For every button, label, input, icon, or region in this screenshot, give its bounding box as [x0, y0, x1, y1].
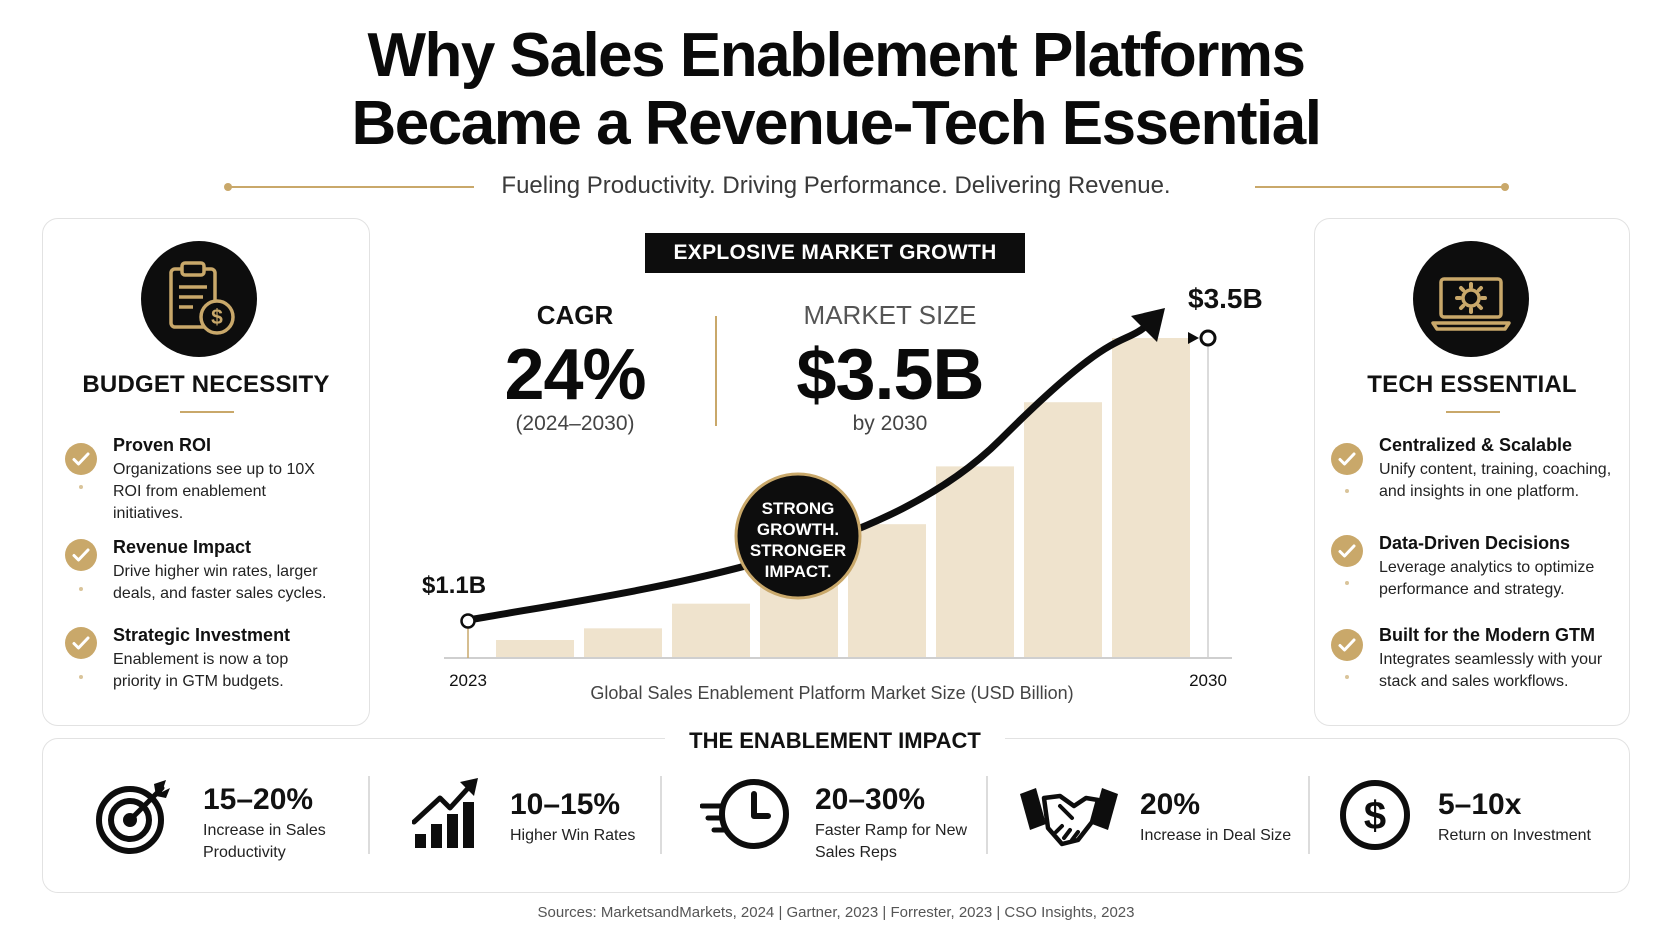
- cagr-label: CAGR: [536, 300, 614, 330]
- metric-divider: [1308, 776, 1310, 854]
- x-tick-end: 2030: [1189, 671, 1227, 690]
- check-icon: [65, 627, 97, 659]
- metric-value: 10–15%: [510, 788, 621, 821]
- growth-trend-line: [470, 318, 1155, 623]
- item-title: Centralized & Scalable: [1379, 435, 1573, 455]
- tech-card: TECH ESSENTIAL Centralized & Scalable Un…: [1314, 218, 1630, 726]
- clipboard-dollar-icon: $: [141, 241, 257, 357]
- item-text: Integrates seamlessly with your stack an…: [1379, 651, 1603, 690]
- callout-line: IMPACT.: [765, 562, 832, 581]
- end-value-label: $3.5B: [1188, 283, 1263, 314]
- item-text: Enablement is now a top priority in GTM …: [113, 651, 289, 690]
- subtitle-row: Fueling Productivity. Driving Performanc…: [0, 168, 1672, 208]
- market-size-label: MARKET SIZE: [803, 300, 977, 330]
- decor-line-right: [1255, 186, 1505, 188]
- growth-arrow-head: [1131, 308, 1165, 342]
- budget-card-title: BUDGET NECESSITY: [82, 371, 330, 398]
- bullet-dot: [79, 485, 83, 489]
- x-axis-label: Global Sales Enablement Platform Market …: [590, 683, 1073, 703]
- end-point-marker: [1188, 332, 1199, 344]
- handshake-icon: [1018, 784, 1120, 855]
- metric-value: 5–10x: [1438, 788, 1522, 821]
- item-text: Leverage analytics to optimize performan…: [1379, 559, 1595, 598]
- market-bar: [672, 603, 750, 658]
- metric-value: 20–30%: [815, 783, 926, 816]
- bar-growth-icon: [411, 776, 482, 855]
- growth-callout: STRONG GROWTH. STRONGER IMPACT.: [734, 472, 862, 600]
- subtitle: Fueling Productivity. Driving Performanc…: [501, 172, 1171, 199]
- callout-line: GROWTH.: [757, 520, 839, 539]
- market-size-value: $3.5B: [796, 335, 984, 415]
- metric-text: Increase in Deal Size: [1140, 827, 1292, 844]
- callout-line: STRONG: [762, 499, 835, 518]
- svg-text:$: $: [211, 306, 223, 329]
- clock-speed-icon: [699, 776, 792, 857]
- check-icon: [65, 443, 97, 475]
- market-bar: [584, 628, 662, 658]
- metric-divider: [368, 776, 370, 854]
- check-icon: [1331, 629, 1363, 661]
- x-tick-start: 2023: [449, 671, 487, 690]
- cagr-period: (2024–2030): [515, 412, 635, 435]
- title-line-2: Became a Revenue-Tech Essential: [351, 89, 1322, 158]
- item-title: Strategic Investment: [113, 625, 291, 645]
- budget-card: $ BUDGET NECESSITY Proven ROI Organizati…: [42, 218, 370, 726]
- check-icon: [1331, 443, 1363, 475]
- market-growth-badge: EXPLOSIVE MARKET GROWTH: [645, 233, 1025, 273]
- title-line-1: Why Sales Enablement Platforms: [367, 21, 1306, 90]
- target-icon: [94, 776, 174, 861]
- start-value-label: $1.1B: [422, 572, 486, 599]
- metric-text: Return on Investment: [1438, 827, 1591, 844]
- dollar-circle-icon: $: [1338, 778, 1412, 857]
- impact-title-backdrop: [665, 727, 1005, 753]
- metric-value: 20%: [1140, 788, 1201, 821]
- laptop-gear-icon: [1413, 241, 1529, 357]
- callout-line: STRONGER: [750, 541, 846, 560]
- market-bar: [1024, 402, 1102, 658]
- decor-dot-right: [1501, 183, 1509, 191]
- item-title: Proven ROI: [113, 435, 212, 455]
- bullet-dot: [79, 587, 83, 591]
- check-icon: [65, 539, 97, 571]
- decor-line-left: [228, 186, 474, 188]
- item-title: Built for the Modern GTM: [1379, 625, 1595, 645]
- bullet-dot: [79, 675, 83, 679]
- callout-badge: [734, 472, 862, 600]
- bullet-dot: [1345, 675, 1349, 679]
- check-icon: [1331, 535, 1363, 567]
- market-bar: [496, 640, 574, 658]
- item-text: Unify content, training, coaching, and i…: [1379, 461, 1612, 500]
- tech-card-title: TECH ESSENTIAL: [1367, 371, 1577, 398]
- budget-card-underline: [180, 411, 234, 413]
- impact-title: THE ENABLEMENT IMPACT: [689, 728, 981, 753]
- metric-text: Faster Ramp for New Sales Reps: [815, 822, 968, 861]
- sources-footnote: Sources: MarketsandMarkets, 2024 | Gartn…: [537, 904, 1135, 921]
- metric-divider: [986, 776, 988, 854]
- item-text: Organizations see up to 10X ROI from ena…: [113, 461, 315, 522]
- metric-divider: [660, 776, 662, 854]
- metric-text: Increase in Sales Productivity: [203, 822, 326, 861]
- item-title: Revenue Impact: [113, 537, 252, 557]
- item-title: Data-Driven Decisions: [1379, 533, 1571, 553]
- market-bar: [936, 466, 1014, 658]
- cagr-value: 24%: [504, 335, 646, 415]
- tech-card-underline: [1446, 411, 1500, 413]
- bullet-dot: [1345, 489, 1349, 493]
- page-title: Why Sales Enablement Platforms Became a …: [0, 22, 1672, 158]
- market-bar: [848, 524, 926, 658]
- start-point: [460, 613, 476, 629]
- stats-divider: [715, 316, 717, 426]
- metric-value: 15–20%: [203, 783, 314, 816]
- svg-text:$: $: [1364, 794, 1386, 838]
- market-bar: [1112, 338, 1190, 658]
- market-size-period: by 2030: [852, 412, 928, 435]
- end-point: [1199, 329, 1217, 347]
- item-text: Drive higher win rates, larger deals, an…: [113, 563, 327, 602]
- bullet-dot: [1345, 581, 1349, 585]
- metric-text: Higher Win Rates: [510, 827, 636, 844]
